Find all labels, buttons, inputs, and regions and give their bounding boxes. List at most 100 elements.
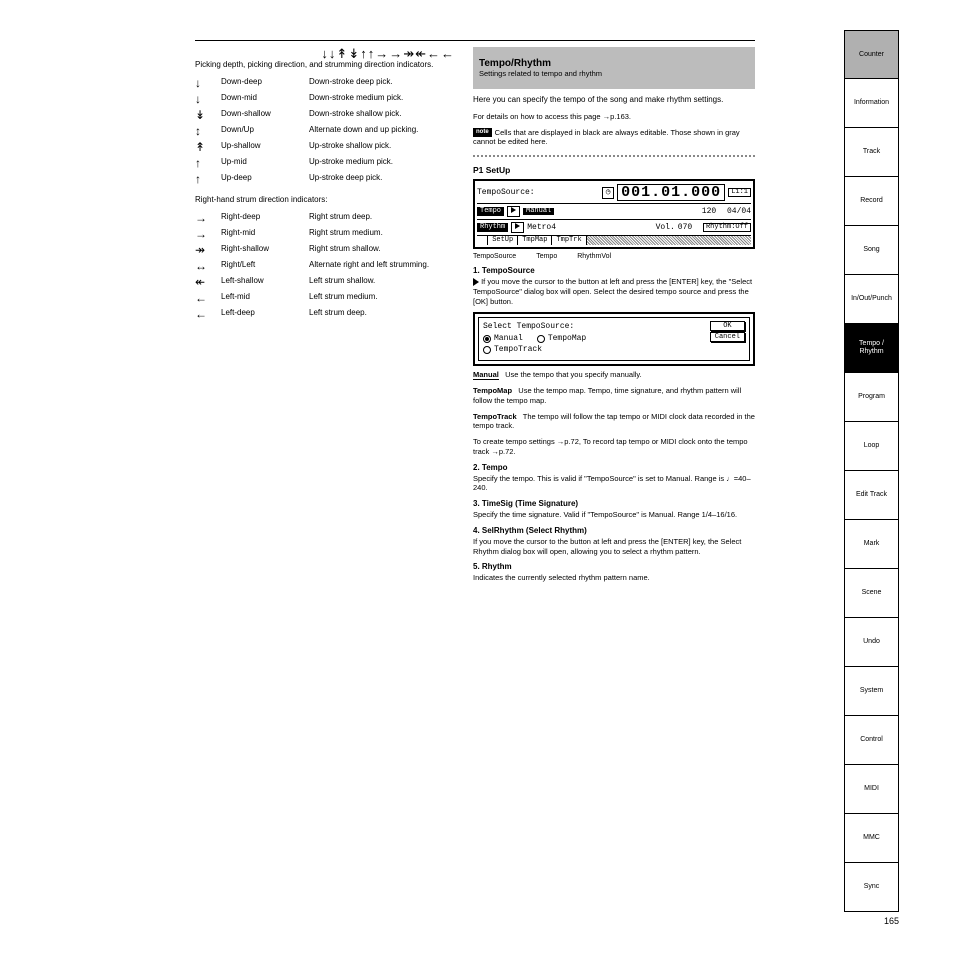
intro-para-2: For details on how to access this page →… <box>473 112 755 122</box>
timesig-para: Specify the time signature. Valid if "Te… <box>473 510 755 520</box>
dotted-separator <box>473 155 755 157</box>
side-tab-inoutpunch[interactable]: In/Out/Punch <box>844 275 899 324</box>
play-icon <box>515 223 520 229</box>
lcd-play-button[interactable] <box>507 206 520 217</box>
arrow-left-icon: ← <box>195 292 213 304</box>
intro-para-1: Here you can specify the tempo of the so… <box>473 95 755 106</box>
arrow-row: ↑Up-midUp-stroke medium pick. <box>195 157 455 169</box>
ok-button[interactable]: OK <box>710 321 745 331</box>
radio-tempomap[interactable]: TempoMap <box>537 334 586 343</box>
play-icon <box>473 278 479 286</box>
section-banner: Tempo/Rhythm Settings related to tempo a… <box>473 47 755 89</box>
arrow-row: ↔Right/LeftAlternate right and left stru… <box>195 260 455 272</box>
banner-title: Tempo/Rhythm <box>479 58 749 69</box>
left-intro: Picking depth, picking direction, and st… <box>195 60 455 71</box>
lcd-vol-label: Vol. <box>656 224 675 232</box>
side-tab-song[interactable]: Song <box>844 226 899 275</box>
note-icon: note <box>473 128 492 138</box>
tempo-heading: 2. Tempo <box>473 463 755 472</box>
dialog-screenshot: Select TempoSource: Manual TempoMap Temp… <box>473 312 755 366</box>
reference-para: To create tempo settings →p.72, To recor… <box>473 437 755 457</box>
timesig-heading: 3. TimeSig (Time Signature) <box>473 499 755 508</box>
side-tab-tempo-rhythm[interactable]: Tempo / Rhythm <box>844 324 899 373</box>
selrhythm-para: If you move the cursor to the button at … <box>473 537 755 557</box>
side-tab-system[interactable]: System <box>844 667 899 716</box>
arrow-right-icon: → <box>195 228 213 240</box>
lcd-screenshot: TempoSource: ◷ 001.01.000 L1:1 Tempo Man… <box>473 179 755 249</box>
arrow-up-icon: ↑ <box>195 173 213 185</box>
side-tab-scene[interactable]: Scene <box>844 569 899 618</box>
lcd-tempo-mode[interactable]: Manual <box>523 208 554 215</box>
lcd-rhythm-mode[interactable]: Rhythm:Off <box>703 223 751 232</box>
lcd-lr: L1:1 <box>728 188 751 197</box>
side-tab-control[interactable]: Control <box>844 716 899 765</box>
side-tab-track[interactable]: Track <box>844 128 899 177</box>
two-column-layout: ↓↓↟↡↑↑→→↠↞←← Picking depth, picking dire… <box>195 47 755 589</box>
rhythm-heading: 5. Rhythm <box>473 562 755 571</box>
lcd-tabs: SetUp TmpMap TmpTrk <box>477 235 751 245</box>
cancel-button[interactable]: Cancel <box>710 332 745 342</box>
side-tab-counter[interactable]: Counter <box>844 30 899 79</box>
lcd-callouts: TempoSource Tempo RhythmVol <box>473 253 755 260</box>
side-tab-sync[interactable]: Sync <box>844 863 899 912</box>
arrow-row: →Right-midRight strum medium. <box>195 228 455 240</box>
arrow-row: ↟Up-shallowUp-stroke shallow pick. <box>195 141 455 153</box>
lcd-tab-label <box>477 236 487 245</box>
clock-icon: ◷ <box>602 187 614 199</box>
arrow-down-bar-icon: ↡ <box>195 109 213 121</box>
arrow-row: ←Left-deepLeft strum deep. <box>195 308 455 320</box>
arrow-row: ↠Right-shallowRight strum shallow. <box>195 244 455 256</box>
arrow-row: ↑Up-deepUp-stroke deep pick. <box>195 173 455 185</box>
arrow-table-1: ↓Down-deepDown-stroke deep pick. ↓Down-m… <box>195 77 455 185</box>
lcd-tab-tmpmap[interactable]: TmpMap <box>518 236 552 245</box>
arrow-header-glyphs: ↓↓↟↡↑↑→→↠↞←← <box>321 46 455 61</box>
side-tab-midi[interactable]: MIDI <box>844 765 899 814</box>
right-column: Tempo/Rhythm Settings related to tempo a… <box>473 47 755 589</box>
arrow-up-icon: ↑ <box>195 157 213 169</box>
side-tab-mmc[interactable]: MMC <box>844 814 899 863</box>
arrow-down-icon: ↓ <box>195 77 213 89</box>
arrow-table-2: →Right-deepRight strum deep. →Right-midR… <box>195 212 455 320</box>
lcd-bpm: 120 <box>702 208 716 216</box>
lcd-tab-setup[interactable]: SetUp <box>487 236 518 245</box>
setup-heading: P1 SetUp <box>473 165 755 175</box>
radio-manual[interactable]: Manual <box>483 334 523 343</box>
side-tab-record[interactable]: Record <box>844 177 899 226</box>
lcd-position: 001.01.000 <box>617 184 725 201</box>
arrow-row: ↓Down-midDown-stroke medium pick. <box>195 93 455 105</box>
arrow-up-bar-icon: ↟ <box>195 141 213 153</box>
arrow-updown-icon: ↕ <box>195 125 213 137</box>
tempo-para: Specify the tempo. This is valid if "Tem… <box>473 474 755 494</box>
arrow-right-icon: → <box>195 212 213 224</box>
left-mid-text: Right-hand strum direction indicators: <box>195 195 455 206</box>
arrow-left-icon: ← <box>195 308 213 320</box>
rhythm-para: Indicates the currently selected rhythm … <box>473 573 755 583</box>
lcd-tempo-label: Tempo <box>477 207 504 216</box>
lcd-temposource-label: TempoSource: <box>477 189 535 197</box>
arrow-right-bar-icon: ↠ <box>195 244 213 256</box>
side-tab-program[interactable]: Program <box>844 373 899 422</box>
left-column: ↓↓↟↡↑↑→→↠↞←← Picking depth, picking dire… <box>195 47 455 589</box>
lcd-row-2: Tempo Manual 120 04/04 <box>477 205 751 218</box>
arrow-row: ↓Down-deepDown-stroke deep pick. <box>195 77 455 89</box>
dialog-title: Select TempoSource: <box>483 322 745 331</box>
arrow-row: ↞Left-shallowLeft strum shallow. <box>195 276 455 288</box>
arrow-row: →Right-deepRight strum deep. <box>195 212 455 224</box>
side-tab-undo[interactable]: Undo <box>844 618 899 667</box>
arrow-row: ←Left-midLeft strum medium. <box>195 292 455 304</box>
play-icon <box>511 207 516 213</box>
side-tab-edittrack[interactable]: Edit Track <box>844 471 899 520</box>
lcd-tab-tmptrk[interactable]: TmpTrk <box>552 236 586 245</box>
side-tab-loop[interactable]: Loop <box>844 422 899 471</box>
side-tab-information[interactable]: Information <box>844 79 899 128</box>
temposource-para: If you move the cursor to the button at … <box>473 277 755 306</box>
page-number: 165 <box>884 916 899 926</box>
top-rule <box>195 40 755 41</box>
lcd-play-button-2[interactable] <box>511 222 524 233</box>
lcd-timesig: 04/04 <box>727 208 751 216</box>
lcd-row-1: TempoSource: ◷ 001.01.000 L1:1 <box>477 183 751 202</box>
arrow-leftright-icon: ↔ <box>195 260 213 272</box>
note-para: noteCells that are displayed in black ar… <box>473 128 755 148</box>
radio-tempotrack[interactable]: TempoTrack <box>483 345 542 354</box>
side-tab-mark[interactable]: Mark <box>844 520 899 569</box>
